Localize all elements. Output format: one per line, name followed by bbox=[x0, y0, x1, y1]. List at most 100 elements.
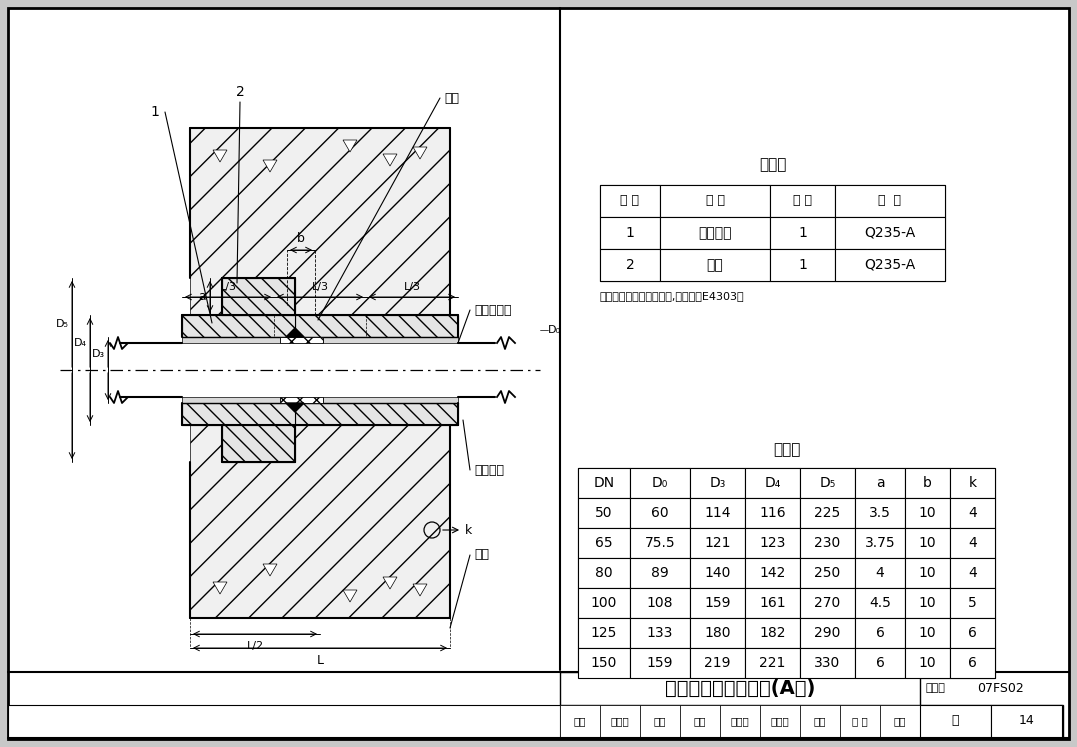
Bar bbox=[950, 588, 995, 618]
Text: L: L bbox=[317, 654, 323, 666]
Text: 尺寸表: 尺寸表 bbox=[773, 442, 800, 457]
Text: D₃: D₃ bbox=[710, 476, 726, 490]
Text: Q235-A: Q235-A bbox=[865, 258, 915, 272]
Bar bbox=[600, 705, 640, 738]
Text: 注：焊接采用手工电弧焊,焊条型号E4303。: 注：焊接采用手工电弧焊,焊条型号E4303。 bbox=[600, 291, 744, 301]
Bar bbox=[835, 217, 945, 249]
Text: 庄德胜: 庄德胜 bbox=[730, 716, 750, 726]
Text: 石棉水泥: 石棉水泥 bbox=[474, 463, 504, 477]
Polygon shape bbox=[286, 328, 304, 337]
Text: D₅: D₅ bbox=[820, 476, 836, 490]
Text: b: b bbox=[297, 232, 305, 244]
Text: D₀: D₀ bbox=[652, 476, 668, 490]
Text: 290: 290 bbox=[814, 626, 841, 640]
Text: k: k bbox=[465, 524, 472, 536]
Bar bbox=[630, 498, 690, 528]
Bar bbox=[905, 558, 950, 588]
Bar bbox=[690, 648, 745, 678]
Text: 编 号: 编 号 bbox=[620, 194, 640, 208]
Bar bbox=[560, 705, 600, 738]
Text: k: k bbox=[968, 476, 977, 490]
Bar bbox=[905, 498, 950, 528]
Text: 180: 180 bbox=[704, 626, 731, 640]
Text: 50: 50 bbox=[596, 506, 613, 520]
Bar bbox=[640, 705, 680, 738]
Polygon shape bbox=[222, 278, 295, 315]
Bar bbox=[855, 618, 905, 648]
Text: D₅: D₅ bbox=[56, 319, 69, 329]
Text: 翼环: 翼环 bbox=[707, 258, 724, 272]
Bar bbox=[905, 468, 950, 498]
Bar bbox=[920, 705, 991, 738]
Text: b: b bbox=[923, 476, 932, 490]
Bar bbox=[950, 648, 995, 678]
Text: 123: 123 bbox=[759, 536, 786, 550]
Text: 60: 60 bbox=[652, 506, 669, 520]
Bar bbox=[991, 705, 1062, 738]
Text: 6: 6 bbox=[876, 626, 884, 640]
Text: 65: 65 bbox=[596, 536, 613, 550]
Text: 许为民: 许为民 bbox=[611, 716, 629, 726]
Bar bbox=[835, 249, 945, 281]
Polygon shape bbox=[295, 315, 458, 337]
Polygon shape bbox=[412, 147, 426, 159]
Text: 10: 10 bbox=[919, 566, 936, 580]
Polygon shape bbox=[263, 160, 277, 172]
Bar bbox=[745, 618, 800, 648]
Text: 5: 5 bbox=[968, 596, 977, 610]
Bar bbox=[680, 705, 721, 738]
Text: 159: 159 bbox=[647, 656, 673, 670]
Text: 1: 1 bbox=[798, 258, 807, 272]
Bar bbox=[630, 588, 690, 618]
Polygon shape bbox=[342, 590, 356, 602]
Polygon shape bbox=[263, 564, 277, 576]
Polygon shape bbox=[295, 403, 458, 425]
Text: 142: 142 bbox=[759, 566, 786, 580]
Text: 1: 1 bbox=[626, 226, 634, 240]
Bar bbox=[630, 468, 690, 498]
Text: 4.5: 4.5 bbox=[869, 596, 891, 610]
Polygon shape bbox=[182, 397, 280, 403]
Bar bbox=[800, 468, 855, 498]
Text: 材  料: 材 料 bbox=[879, 194, 901, 208]
Bar bbox=[630, 558, 690, 588]
Text: 4: 4 bbox=[968, 566, 977, 580]
Bar bbox=[578, 618, 630, 648]
Polygon shape bbox=[323, 397, 458, 403]
Bar bbox=[8, 705, 560, 738]
Text: a: a bbox=[876, 476, 884, 490]
Text: 钢制套管: 钢制套管 bbox=[698, 226, 731, 240]
Polygon shape bbox=[342, 140, 356, 152]
Text: 10: 10 bbox=[919, 626, 936, 640]
Bar bbox=[630, 618, 690, 648]
Polygon shape bbox=[190, 425, 450, 618]
Text: 沙城: 沙城 bbox=[654, 716, 667, 726]
Text: 6: 6 bbox=[968, 656, 977, 670]
Text: D₃: D₃ bbox=[92, 349, 104, 359]
Bar bbox=[760, 705, 800, 738]
Bar bbox=[905, 588, 950, 618]
Bar bbox=[800, 618, 855, 648]
Bar bbox=[770, 217, 835, 249]
Text: 150: 150 bbox=[591, 656, 617, 670]
Bar bbox=[905, 618, 950, 648]
Text: 外墙: 外墙 bbox=[474, 548, 489, 562]
Text: 设计: 设计 bbox=[814, 716, 826, 726]
Text: 89: 89 bbox=[652, 566, 669, 580]
Bar bbox=[950, 618, 995, 648]
Bar bbox=[855, 528, 905, 558]
Polygon shape bbox=[280, 337, 323, 343]
Bar bbox=[835, 185, 945, 217]
Text: 任放: 任放 bbox=[894, 716, 906, 726]
Text: 数 量: 数 量 bbox=[793, 194, 812, 208]
Bar bbox=[950, 528, 995, 558]
Bar bbox=[905, 528, 950, 558]
Bar bbox=[660, 217, 770, 249]
Bar bbox=[560, 672, 920, 705]
Bar bbox=[630, 648, 690, 678]
Text: 4: 4 bbox=[968, 506, 977, 520]
Polygon shape bbox=[222, 425, 295, 462]
Text: 125: 125 bbox=[591, 626, 617, 640]
Bar bbox=[905, 648, 950, 678]
Bar bbox=[800, 648, 855, 678]
